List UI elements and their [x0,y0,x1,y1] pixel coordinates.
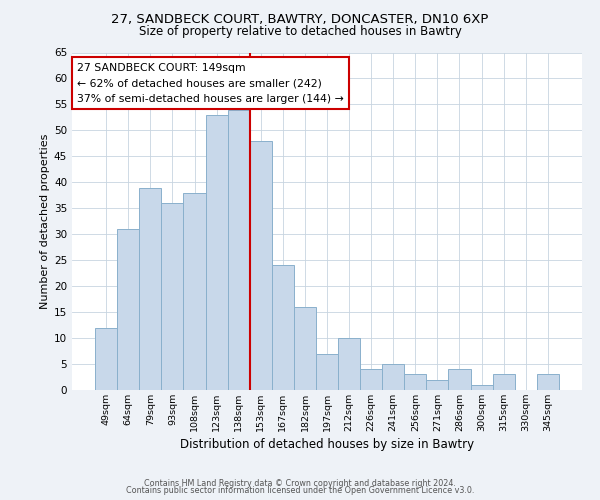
Bar [272,266,294,390]
Bar [493,374,515,390]
Bar [95,328,117,390]
Y-axis label: Number of detached properties: Number of detached properties [40,134,50,309]
Bar [360,369,382,390]
Bar [427,380,448,390]
Bar [448,369,470,390]
Bar [139,188,161,390]
Bar [537,374,559,390]
Text: Contains public sector information licensed under the Open Government Licence v3: Contains public sector information licen… [126,486,474,495]
Text: 27, SANDBECK COURT, BAWTRY, DONCASTER, DN10 6XP: 27, SANDBECK COURT, BAWTRY, DONCASTER, D… [112,12,488,26]
Text: 27 SANDBECK COURT: 149sqm
← 62% of detached houses are smaller (242)
37% of semi: 27 SANDBECK COURT: 149sqm ← 62% of detac… [77,62,344,104]
Bar [161,203,184,390]
Bar [338,338,360,390]
Bar [227,110,250,390]
Bar [316,354,338,390]
Bar [470,385,493,390]
Bar [250,141,272,390]
Bar [382,364,404,390]
Text: Size of property relative to detached houses in Bawtry: Size of property relative to detached ho… [139,25,461,38]
Bar [294,307,316,390]
Text: Contains HM Land Registry data © Crown copyright and database right 2024.: Contains HM Land Registry data © Crown c… [144,478,456,488]
Bar [206,115,227,390]
Bar [117,229,139,390]
Bar [184,192,206,390]
Bar [404,374,427,390]
X-axis label: Distribution of detached houses by size in Bawtry: Distribution of detached houses by size … [180,438,474,451]
